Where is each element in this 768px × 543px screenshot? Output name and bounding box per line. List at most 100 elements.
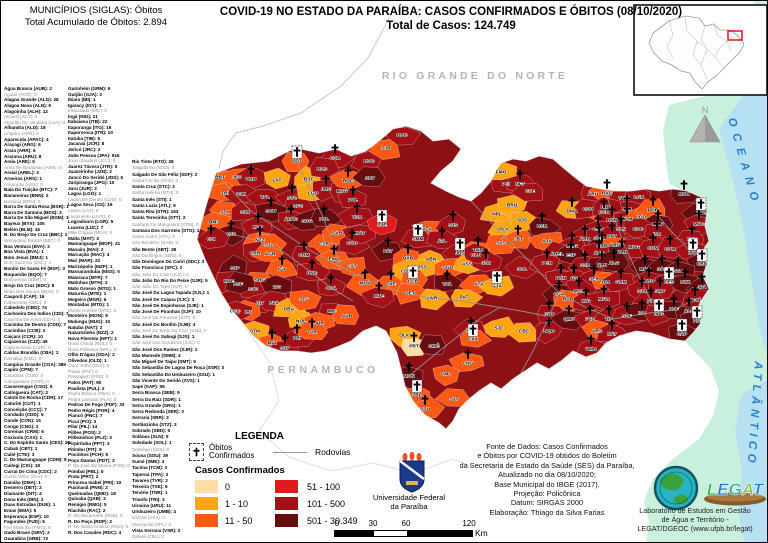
- municipality-row: Alhandra (ALD): 18: [4, 125, 46, 131]
- death-cross-icon: [291, 145, 303, 159]
- death-cross-icon: [647, 287, 655, 297]
- municipality-label: BNN: [607, 218, 618, 224]
- municipality-row: Monteiro (MON): 9: [68, 313, 108, 319]
- brazil-state-lines: [666, 15, 732, 83]
- source-line: Atualizado no dia 08/10/2020;: [498, 470, 596, 480]
- municipality-row: Tavares (TVR): 2: [132, 477, 168, 483]
- municipality-area: [432, 364, 460, 387]
- municipality-row: Campina Grande (CGA): 389: [4, 361, 66, 367]
- municipality-label: SAB: [332, 231, 343, 237]
- municipality-row: Solânea (SLN): 9: [132, 434, 169, 439]
- municipality-row: Pilões (POS): 2: [68, 429, 101, 435]
- death-cross-icon: [568, 197, 576, 207]
- municipality-row: Santana De Mangueira (STM): 0: [132, 221, 199, 227]
- municipality-label: BSC: [304, 177, 315, 183]
- death-cross-icon: [568, 232, 576, 242]
- municipality-label: TVR: [307, 330, 317, 336]
- title-line2: Total de Casos: 124.749: [386, 20, 516, 32]
- municipality-label: MDA: [360, 281, 371, 287]
- obitos-label: Óbitos Confirmados: [209, 443, 267, 461]
- municipality-label: BYX: [680, 280, 691, 286]
- municipality-label: SJL: [265, 243, 274, 249]
- death-cross-icon: [482, 249, 490, 259]
- source-line: Datum: SIRGAS 2000: [510, 498, 584, 508]
- death-cross-icon: [688, 225, 696, 235]
- death-cross-icon: [421, 395, 429, 405]
- municipality-row: São Francisco (SFC): 2: [132, 265, 183, 271]
- municipality-label: AREL: [550, 252, 563, 258]
- municipality-label: CCB: [408, 279, 419, 285]
- municipality-row: Conde (CON): 15: [4, 417, 41, 423]
- death-cross-icon: [404, 244, 412, 254]
- municipality-row: Olivedos (OLD): 1: [68, 357, 107, 363]
- municipality-row: Lagoa (LGO): 1: [68, 191, 102, 197]
- municipality-label: BVA: [269, 301, 279, 307]
- death-cross-icon: [353, 203, 361, 213]
- municipality-row: Bananeiras (BNN): 2: [4, 192, 49, 198]
- municipality-row: Patos (PAT): 90: [68, 379, 102, 385]
- municipality-label: BRU: [507, 203, 518, 209]
- municipality-label: GRB: [597, 244, 608, 250]
- municipality-label: SAP: [657, 267, 668, 273]
- municipality-row: Ingá (ING): 21: [68, 113, 98, 119]
- municipality-label: BSF: [233, 282, 243, 288]
- death-cross-icon: [658, 255, 666, 265]
- municipality-label: SMÉ: [429, 342, 440, 350]
- municipality-row: Uiraúna (URU): 11: [132, 502, 172, 508]
- municipality-row: Teixeira (TXE): 6: [132, 484, 168, 489]
- municipality-row: São Domingos (SDG): 0: [132, 252, 182, 258]
- legend-class-label: 0: [225, 481, 231, 492]
- legend-class-label: 1 - 10: [225, 498, 249, 509]
- municipality-row: Barra De São Miguel (BSM): 1: [4, 215, 69, 221]
- municipality-area: [529, 321, 563, 344]
- legend: LEGENDA ✝ Óbitos Confirmados Rodovias Ca…: [187, 431, 445, 529]
- municipality-label: ALD: [684, 309, 694, 315]
- obitos-label-line2: Confirmados: [209, 451, 255, 460]
- municipality-row: Picuí (PCI): 3: [68, 418, 97, 424]
- municipality-label: SSU: [420, 407, 430, 413]
- death-cross-icon: [557, 264, 565, 274]
- municipality-row: São José De Espinharas (SJE): 1: [132, 302, 204, 308]
- municipality-row: Malta (MAT): 3: [68, 235, 99, 241]
- death-cross-icon: [598, 232, 606, 242]
- ufpb-name-line1: Universidade Federal: [372, 493, 446, 502]
- municipality-label: PUL: [348, 198, 358, 204]
- legend-swatch: [275, 514, 298, 527]
- municipality-row: Santa Cruz (STC): 2: [132, 184, 175, 189]
- municipality-area: [366, 211, 398, 236]
- panel-heading-line2: Total Acumulado de Óbitos: 2.894: [24, 16, 168, 28]
- municipality-row: Brejo Do Cruz (BDC): 8: [4, 282, 55, 288]
- municipality-label: ARU: [588, 192, 599, 198]
- death-cross-icon: [691, 286, 699, 296]
- municipality-label: PRI: [293, 336, 302, 342]
- death-cross-icon: [454, 237, 466, 251]
- municipality-label: QXB: [403, 256, 414, 262]
- municipality-label: PNN: [556, 276, 567, 282]
- municipality-row: Caaporã (CAP): 16: [4, 294, 45, 300]
- municipality-label: BQO: [544, 329, 555, 335]
- title-line1: COVID-19 NO ESTADO DA PARAÍBA: CASOS CON…: [219, 6, 683, 18]
- municipality-row: Alagoa Nova (ALN): 9: [4, 102, 51, 108]
- municipality-row: C. De Mamanguape (CDM): 8: [4, 457, 67, 463]
- death-cross-icon: [649, 196, 657, 206]
- municipality-row: Gurjão (GJA): 2: [68, 91, 102, 97]
- death-cross-icon: [545, 300, 553, 310]
- municipality-row: Caraúbas (CUB): 0: [4, 372, 44, 378]
- death-cross-icon: [491, 270, 503, 284]
- death-cross-icon: [405, 362, 413, 372]
- municipality-label: APAC: [284, 217, 298, 223]
- municipality-row: Serraria (SRR): 3: [132, 415, 169, 421]
- municipality-row: Remígio (RMG): 5: [68, 502, 107, 508]
- municipality-row: Algodão De Jandaíra (AJA): 0: [4, 119, 65, 125]
- municipality-label: JPG: [654, 312, 664, 318]
- municipality-row: Emas (EMA): 5: [4, 507, 37, 513]
- municipality-row: Sumé (SME): 4: [132, 459, 165, 464]
- municipality-row: Capim (CPM): 7: [4, 367, 38, 373]
- municipality-row: São José De Piranhas (SJP): 10: [132, 309, 201, 314]
- death-cross-icon: [516, 170, 524, 180]
- municipality-label: QMD: [563, 317, 575, 323]
- municipality-label: MON: [403, 374, 415, 380]
- municipality-row: Pirpirituba (PPT): 3: [68, 441, 110, 446]
- death-cross-icon: [586, 305, 594, 315]
- municipality-area: [360, 286, 395, 308]
